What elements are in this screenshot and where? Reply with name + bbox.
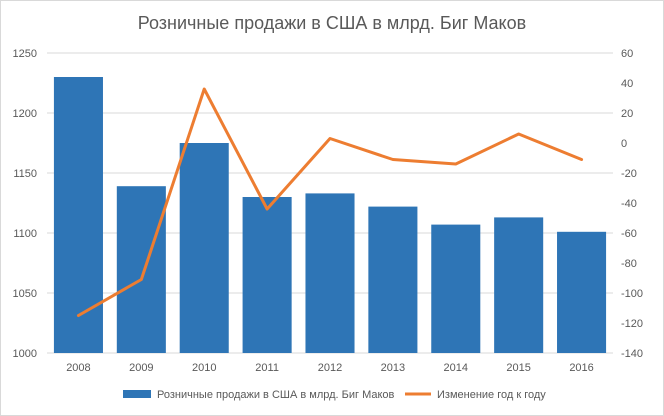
bar-2014 — [431, 224, 481, 353]
y-right-axis-ticks: -140 -120 -100 -80 -60 -40 -20 0 20 40 60 — [621, 48, 643, 360]
bar-2012 — [305, 193, 355, 353]
bar-2009 — [116, 186, 166, 353]
y-left-tick-label: 1200 — [13, 108, 37, 120]
y-right-tick-label: -80 — [621, 258, 637, 270]
y-right-tick-label: -140 — [621, 348, 643, 360]
y-right-tick-label: -20 — [621, 168, 637, 180]
line-series — [76, 87, 584, 317]
legend: Розничные продажи в США в млрд. Биг Мако… — [123, 389, 546, 401]
y-left-tick-label: 1100 — [13, 228, 37, 240]
x-tick-label: 2011 — [255, 362, 279, 374]
y-right-tick-label: 40 — [621, 78, 633, 90]
x-tick-label: 2009 — [129, 362, 153, 374]
bar-2016 — [557, 231, 607, 353]
legend-bar-label: Розничные продажи в США в млрд. Биг Мако… — [157, 389, 395, 401]
x-tick-label: 2010 — [192, 362, 216, 374]
y-left-tick-label: 1000 — [13, 348, 37, 360]
x-tick-label: 2016 — [569, 362, 593, 374]
x-tick-label: 2008 — [66, 362, 90, 374]
x-tick-label: 2015 — [506, 362, 530, 374]
bar-2013 — [368, 206, 418, 353]
x-tick-label: 2013 — [381, 362, 405, 374]
y-right-tick-label: -60 — [621, 228, 637, 240]
x-tick-label: 2014 — [444, 362, 468, 374]
bar-series — [53, 77, 607, 353]
chart-title: Розничные продажи в США в млрд. Биг Мако… — [138, 13, 526, 33]
bar-2015 — [494, 217, 544, 353]
bar-2010 — [179, 143, 229, 353]
y-left-tick-label: 1050 — [13, 288, 37, 300]
bar-2008 — [53, 77, 103, 353]
legend-bar-swatch — [123, 390, 151, 398]
y-right-tick-label: -100 — [621, 288, 643, 300]
y-right-tick-label: -40 — [621, 198, 637, 210]
x-tick-label: 2012 — [318, 362, 342, 374]
y-left-axis-ticks: 1000 1050 1100 1150 1200 1250 — [13, 48, 37, 360]
y-left-tick-label: 1250 — [13, 48, 37, 60]
bar-2011 — [242, 197, 292, 353]
y-right-tick-label: 60 — [621, 48, 633, 60]
y-right-tick-label: 0 — [621, 138, 627, 150]
x-axis-ticks: 2008 2009 2010 2011 2012 2013 2014 2015 2016 — [66, 362, 594, 374]
y-left-tick-label: 1150 — [13, 168, 37, 180]
legend-line-label: Изменение год к году — [437, 389, 546, 401]
y-right-tick-label: -120 — [621, 318, 643, 330]
y-right-tick-label: 20 — [621, 108, 633, 120]
